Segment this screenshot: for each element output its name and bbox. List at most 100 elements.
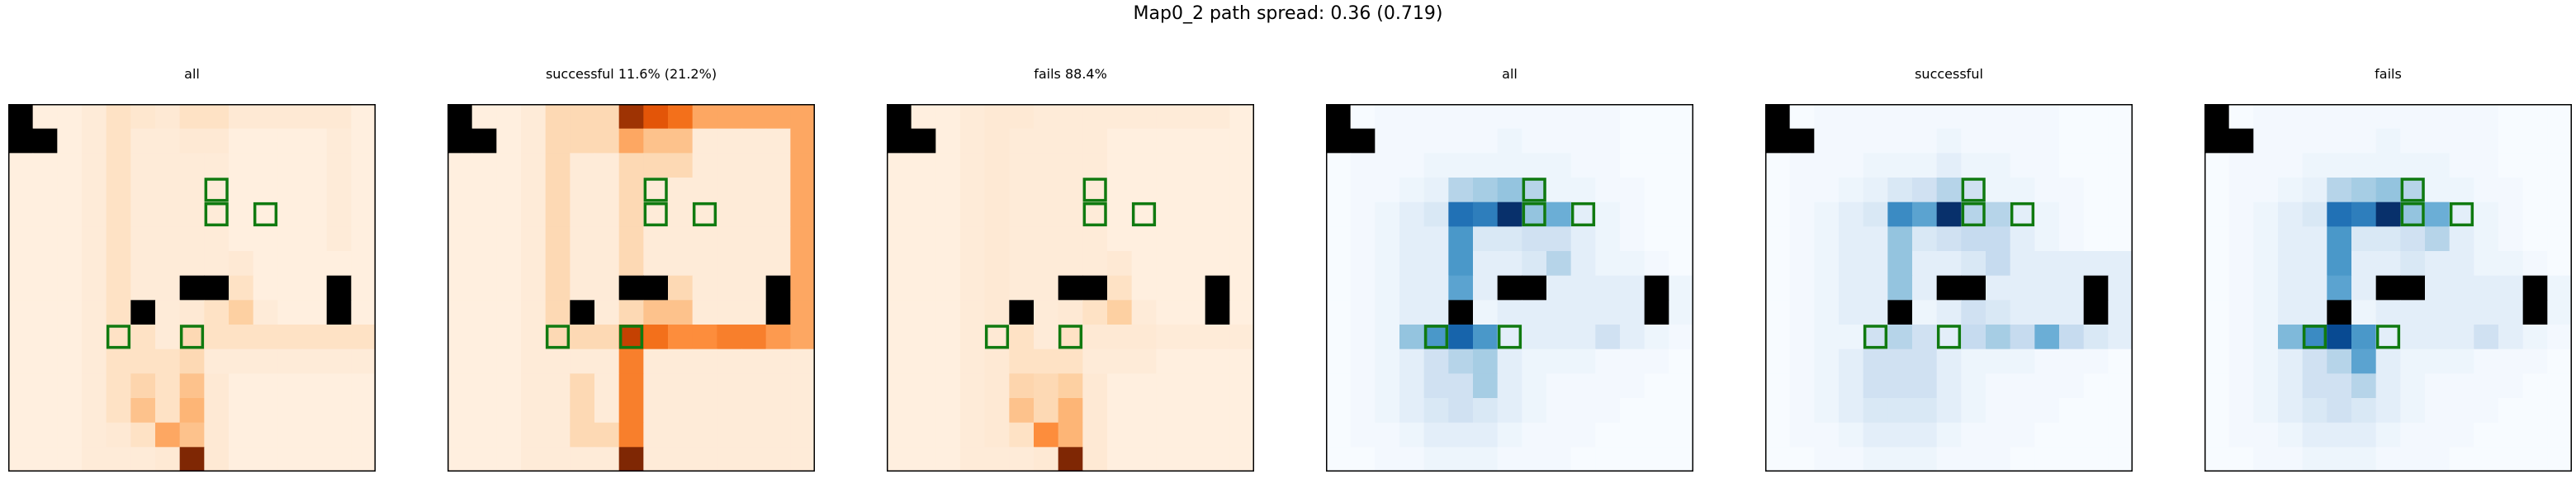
heatmap-cell bbox=[2010, 178, 2035, 203]
heatmap-cell bbox=[668, 275, 694, 301]
heatmap-cell bbox=[1912, 447, 1938, 472]
heatmap-cell bbox=[790, 325, 815, 350]
heatmap-cell bbox=[790, 226, 815, 252]
heatmap-cell bbox=[82, 325, 107, 350]
heatmap-cell bbox=[960, 349, 986, 374]
heatmap-cell bbox=[521, 202, 547, 227]
heatmap-cell bbox=[2351, 349, 2377, 374]
heatmap-cell bbox=[643, 349, 669, 374]
heatmap-cell bbox=[32, 251, 58, 277]
panel-title: fails bbox=[2375, 66, 2402, 82]
heatmap-cell bbox=[1082, 202, 1108, 227]
heatmap-cell bbox=[1522, 202, 1547, 227]
heatmap-cell bbox=[1936, 251, 1962, 277]
heatmap-cell bbox=[2522, 349, 2548, 374]
heatmap-cell bbox=[1522, 128, 1547, 154]
heatmap-cell bbox=[643, 447, 669, 472]
heatmap-cell bbox=[2474, 153, 2499, 178]
heatmap-cell bbox=[545, 104, 571, 130]
obstacle-cell bbox=[447, 128, 473, 154]
heatmap-cell bbox=[2449, 202, 2474, 227]
heatmap-cell bbox=[570, 251, 595, 277]
heatmap-cell bbox=[253, 422, 278, 448]
heatmap-cell bbox=[618, 398, 644, 424]
goal-marker bbox=[692, 202, 717, 227]
heatmap-cell bbox=[253, 251, 278, 277]
heatmap-cell bbox=[1644, 422, 1669, 448]
heatmap-cell bbox=[447, 349, 473, 374]
heatmap-cell bbox=[2547, 325, 2572, 350]
heatmap-cell bbox=[2278, 447, 2304, 472]
heatmap-cell bbox=[32, 104, 58, 130]
heatmap-cell bbox=[1131, 178, 1157, 203]
heatmap-cell bbox=[2034, 202, 2060, 227]
heatmap-cell bbox=[1644, 153, 1669, 178]
heatmap-cell bbox=[521, 349, 547, 374]
heatmap-cell bbox=[1839, 422, 1864, 448]
heatmap-cell bbox=[2400, 104, 2426, 130]
heatmap-cell bbox=[1644, 226, 1669, 252]
heatmap-cell bbox=[1399, 398, 1425, 424]
heatmap-cell bbox=[2059, 178, 2085, 203]
heatmap-cell bbox=[1669, 325, 1693, 350]
heatmap-cell bbox=[2083, 325, 2109, 350]
heatmap-cell bbox=[1986, 398, 2011, 424]
heatmap-cell bbox=[2010, 104, 2035, 130]
heatmap-cell bbox=[1961, 202, 1986, 227]
heatmap-cell bbox=[887, 325, 912, 350]
heatmap-cell bbox=[1546, 202, 1572, 227]
heatmap-cell bbox=[2302, 178, 2327, 203]
heatmap-cell bbox=[2547, 300, 2572, 325]
goal-marker bbox=[1082, 178, 1107, 202]
heatmap-cell bbox=[1620, 275, 1646, 301]
heatmap-cell bbox=[1229, 226, 1254, 252]
heatmap-cell bbox=[179, 447, 205, 472]
heatmap-cell bbox=[1034, 153, 1059, 178]
heatmap-cell bbox=[1595, 422, 1621, 448]
heatmap-cell bbox=[2059, 325, 2085, 350]
heatmap-cell bbox=[2327, 202, 2352, 227]
heatmap-cell bbox=[1839, 275, 1864, 301]
heatmap-cell bbox=[1009, 398, 1035, 424]
heatmap-cell bbox=[765, 104, 791, 130]
heatmap-cell bbox=[1669, 373, 1693, 399]
heatmap-cell bbox=[253, 202, 278, 227]
heatmap-cell bbox=[1620, 325, 1646, 350]
heatmap-cell bbox=[2253, 325, 2279, 350]
heatmap-cell bbox=[692, 447, 717, 472]
heatmap-cell bbox=[2522, 398, 2548, 424]
goal-marker bbox=[1961, 178, 1986, 202]
heatmap-cell bbox=[594, 153, 620, 178]
heatmap-cell bbox=[1375, 398, 1400, 424]
heatmap-cell bbox=[1473, 373, 1499, 399]
heatmap-cell bbox=[1082, 251, 1108, 277]
heatmap-cell bbox=[130, 349, 156, 374]
heatmap-cell bbox=[1887, 349, 1913, 374]
heatmap-cell bbox=[2498, 325, 2524, 350]
heatmap-cell bbox=[692, 104, 717, 130]
heatmap-3 bbox=[1326, 104, 1693, 472]
heatmap-cell bbox=[1595, 300, 1621, 325]
heatmap-cell bbox=[717, 104, 742, 130]
heatmap-cell bbox=[1131, 373, 1157, 399]
heatmap-cell bbox=[2547, 349, 2572, 374]
heatmap-cell bbox=[1131, 398, 1157, 424]
heatmap-cell bbox=[668, 104, 694, 130]
heatmap-cell bbox=[1814, 422, 1840, 448]
heatmap-cell bbox=[2498, 153, 2524, 178]
heatmap-cell bbox=[1350, 226, 1376, 252]
heatmap-cell bbox=[2253, 398, 2279, 424]
heatmap-cell bbox=[1399, 325, 1425, 350]
heatmap-cell bbox=[570, 104, 595, 130]
heatmap-cell bbox=[1473, 104, 1499, 130]
heatmap-cell bbox=[351, 153, 376, 178]
heatmap-cell bbox=[692, 349, 717, 374]
heatmap-cell bbox=[1644, 202, 1669, 227]
heatmap-cell bbox=[790, 275, 815, 301]
heatmap-cell bbox=[1789, 447, 1815, 472]
heatmap-cell bbox=[692, 202, 717, 227]
heatmap-cell bbox=[2253, 251, 2279, 277]
heatmap-cell bbox=[1131, 202, 1157, 227]
heatmap-cell bbox=[887, 447, 912, 472]
heatmap-cell bbox=[717, 128, 742, 154]
